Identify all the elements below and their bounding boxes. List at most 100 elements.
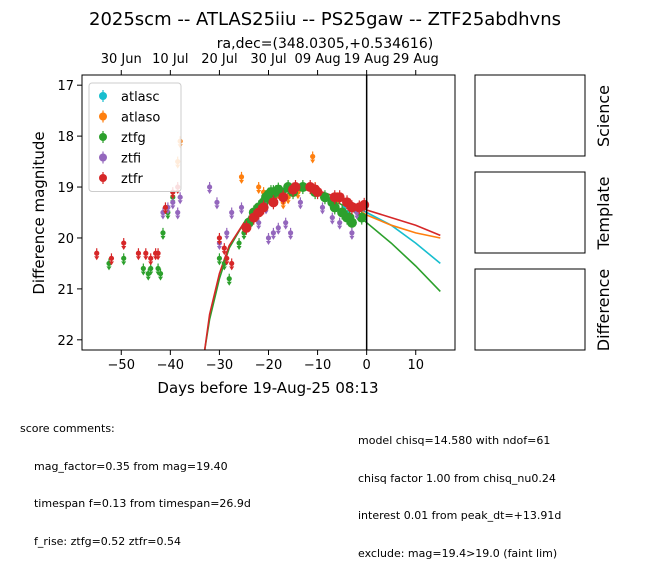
y-tick-label: 20 [57,232,74,247]
data-point [297,199,304,205]
data-point [170,199,176,205]
limit-arrow [160,235,166,240]
data-point [148,255,154,261]
limit-arrow [270,235,276,240]
limit-arrow [283,225,289,230]
science-panel [474,74,586,157]
limit-arrow [256,225,262,230]
chart-subtitle: ra,dec=(348.0305,+0.534616) [217,36,433,52]
data-point [241,222,252,233]
data-point [356,212,367,223]
limit-arrow [165,215,171,220]
template-panel [474,171,586,254]
limit-arrow [214,205,220,210]
comment-line: chisq factor 1.00 from chisq_nu0.24 [358,471,556,485]
model-comments: model chisq=14.580 with ndof=61 chisq fa… [358,410,561,573]
data-point [319,204,326,211]
limit-arrow [175,215,181,220]
limit-arrow [285,200,291,205]
comment-line: model chisq=14.580 with ndof=61 [358,434,551,447]
limit-arrow [241,235,247,240]
limit-arrow [216,261,222,266]
data-point [140,265,146,272]
figure: 2025scm -- ATLAS25iiu -- PS25gaw -- ZTF2… [30,9,613,397]
limit-arrow [239,210,245,215]
data-point [265,235,272,241]
limit-arrow [329,220,335,225]
data-point [160,230,166,236]
x-tick-label: 10 [407,358,424,373]
data-point [135,250,142,256]
data-point [207,184,213,190]
legend-label: atlaso [121,111,160,126]
limit-arrow [297,205,303,210]
top-tick-label: 30 Jun [101,52,142,67]
data-point [337,220,343,226]
limit-arrow [229,215,235,220]
legend-marker [99,153,107,162]
limit-arrow [226,281,232,286]
legend-box [88,82,182,192]
data-point [224,230,230,236]
y-tick-label: 22 [57,334,74,349]
limit-arrow [177,200,183,205]
limit-arrow [140,271,146,276]
limit-arrow [224,261,230,266]
legend-label: ztfi [121,152,141,167]
y-tick-label: 17 [57,79,74,94]
top-tick-label: 09 Aug [295,52,341,67]
limit-arrow [295,195,301,200]
data-point [258,202,269,213]
data-point [216,255,223,261]
comment-line: exclude: mag=19.4>19.0 (faint lim) [358,546,558,560]
limit-arrow [207,190,213,195]
limit-arrow [275,230,281,235]
limit-arrow [106,266,112,271]
data-point [297,182,308,193]
limit-arrow [162,210,168,215]
score-comments: score comments: mag_factor=0.35 from mag… [20,398,251,561]
limit-arrow [94,256,100,261]
data-point [238,204,245,211]
template-label: Template [594,176,613,250]
data-point [229,260,235,267]
comment-line: mag_factor=0.35 from mag=19.40 [20,459,228,473]
limit-arrow [121,246,127,251]
x-tick-label: −30 [206,358,233,373]
data-point [334,192,345,203]
data-point [270,230,277,236]
top-tick-label: 30 Jul [250,52,286,67]
data-point [214,199,220,205]
limit-arrow [108,261,114,266]
data-point [346,202,357,213]
limit-arrow [216,246,222,251]
legend-label: ztfr [121,172,143,187]
data-point [216,235,223,241]
limit-arrow [229,266,235,271]
data-point [121,240,127,246]
limit-arrow [221,266,227,271]
limit-arrow [143,256,149,261]
limit-arrow [349,235,355,240]
data-point [157,271,164,277]
limit-arrow [148,271,154,276]
data-point [121,255,127,261]
comment-line: interest 0.01 from peak_dt=+13.91d [358,509,562,522]
cutout-panels: Science Template Difference [474,74,613,351]
comment-line: score comments: [20,422,115,435]
limit-arrow [280,205,286,210]
data-point [329,214,335,221]
data-point [312,187,323,198]
data-point [162,204,169,211]
limit-arrow [236,246,242,251]
legend-marker [99,133,107,141]
y-tick-label: 21 [57,283,74,298]
limit-arrow [310,159,316,164]
data-point [290,182,301,193]
data-point [238,174,245,180]
data-point [155,250,161,256]
data-point [329,202,340,213]
data-point [359,199,370,210]
limit-arrow [354,215,360,220]
limit-arrow [170,205,176,210]
